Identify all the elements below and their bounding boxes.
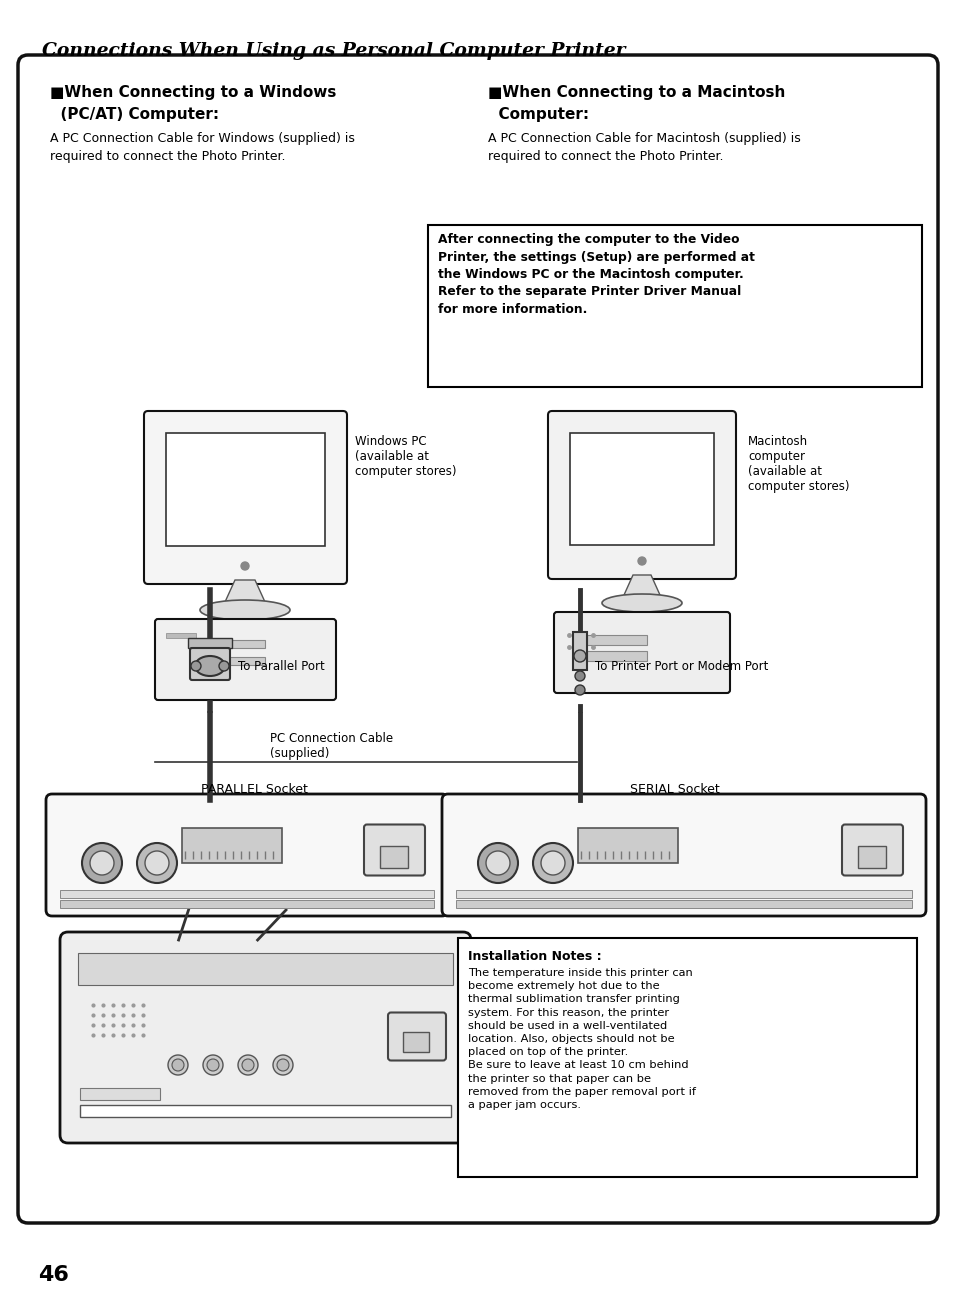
Circle shape [145, 851, 169, 875]
FancyBboxPatch shape [190, 648, 230, 680]
Bar [456, 890, 911, 899]
FancyBboxPatch shape [60, 932, 471, 1143]
Bar [60, 900, 434, 908]
Text: SERIAL Socket: SERIAL Socket [629, 784, 719, 796]
Circle shape [485, 851, 510, 875]
Ellipse shape [194, 656, 225, 676]
Circle shape [533, 843, 573, 883]
FancyBboxPatch shape [457, 937, 916, 1177]
FancyBboxPatch shape [18, 56, 937, 1223]
Bar [80, 1106, 451, 1117]
Text: Macintosh
computer
(available at
computer stores): Macintosh computer (available at compute… [747, 434, 848, 493]
Bar [188, 637, 232, 648]
FancyBboxPatch shape [46, 794, 448, 915]
Text: A PC Connection Cable for Macintosh (supplied) is
required to connect the Photo : A PC Connection Cable for Macintosh (sup… [488, 132, 800, 163]
Text: To Printer Port or Modem Port: To Printer Port or Modem Port [595, 659, 767, 672]
FancyBboxPatch shape [441, 794, 925, 915]
Circle shape [273, 1055, 293, 1074]
Circle shape [172, 1059, 184, 1071]
Text: ■When Connecting to a Windows: ■When Connecting to a Windows [50, 85, 336, 100]
Circle shape [574, 650, 585, 662]
Circle shape [207, 1059, 219, 1071]
Text: Windows PC
(available at
computer stores): Windows PC (available at computer stores… [355, 434, 456, 478]
Polygon shape [225, 581, 265, 603]
FancyBboxPatch shape [547, 411, 735, 579]
FancyBboxPatch shape [364, 825, 424, 875]
Text: 46: 46 [38, 1265, 69, 1285]
Circle shape [219, 661, 229, 671]
Circle shape [638, 557, 645, 565]
Bar [225, 657, 265, 665]
Bar [166, 433, 325, 546]
Circle shape [575, 671, 584, 681]
FancyBboxPatch shape [428, 225, 921, 387]
Bar [573, 632, 586, 670]
Bar [80, 1087, 160, 1100]
Ellipse shape [200, 600, 290, 621]
Circle shape [242, 1059, 253, 1071]
Circle shape [90, 851, 113, 875]
Text: Computer:: Computer: [488, 107, 589, 122]
Circle shape [237, 1055, 257, 1074]
Text: To Parallel Port: To Parallel Port [237, 659, 324, 672]
Text: (PC/AT) Computer:: (PC/AT) Computer: [50, 107, 219, 122]
Bar [166, 634, 195, 637]
Bar [182, 828, 282, 862]
Polygon shape [623, 575, 659, 595]
Bar [379, 846, 408, 868]
Circle shape [477, 843, 517, 883]
Circle shape [540, 851, 564, 875]
Circle shape [276, 1059, 289, 1071]
Text: ■When Connecting to a Macintosh: ■When Connecting to a Macintosh [488, 85, 784, 100]
Circle shape [168, 1055, 188, 1074]
Bar [586, 650, 646, 661]
Text: PARALLEL Socket: PARALLEL Socket [201, 784, 308, 796]
Circle shape [203, 1055, 223, 1074]
Bar [857, 846, 885, 868]
Bar [578, 828, 678, 862]
FancyBboxPatch shape [554, 612, 729, 693]
Bar [402, 1032, 429, 1051]
FancyBboxPatch shape [144, 411, 347, 584]
FancyBboxPatch shape [388, 1012, 446, 1060]
Text: The temperature inside this printer can
become extremely hot due to the
thermal : The temperature inside this printer can … [468, 968, 696, 1109]
Text: Installation Notes :: Installation Notes : [468, 950, 601, 963]
Text: A PC Connection Cable for Windows (supplied) is
required to connect the Photo Pr: A PC Connection Cable for Windows (suppl… [50, 132, 355, 163]
Bar [60, 890, 434, 899]
FancyBboxPatch shape [841, 825, 902, 875]
Circle shape [82, 843, 122, 883]
Bar [456, 900, 911, 908]
Circle shape [241, 562, 249, 570]
Bar [569, 433, 713, 546]
Text: PC Connection Cable
(supplied): PC Connection Cable (supplied) [270, 732, 393, 760]
Circle shape [137, 843, 177, 883]
Ellipse shape [601, 593, 681, 612]
Bar [586, 635, 646, 645]
Bar [225, 640, 265, 648]
Text: After connecting the computer to the Video
Printer, the settings (Setup) are per: After connecting the computer to the Vid… [437, 233, 754, 315]
Bar [78, 953, 453, 985]
Circle shape [575, 685, 584, 696]
FancyBboxPatch shape [154, 619, 335, 700]
Circle shape [191, 661, 201, 671]
Text: Connections When Using as Personal Computer Printer: Connections When Using as Personal Compu… [42, 41, 625, 59]
